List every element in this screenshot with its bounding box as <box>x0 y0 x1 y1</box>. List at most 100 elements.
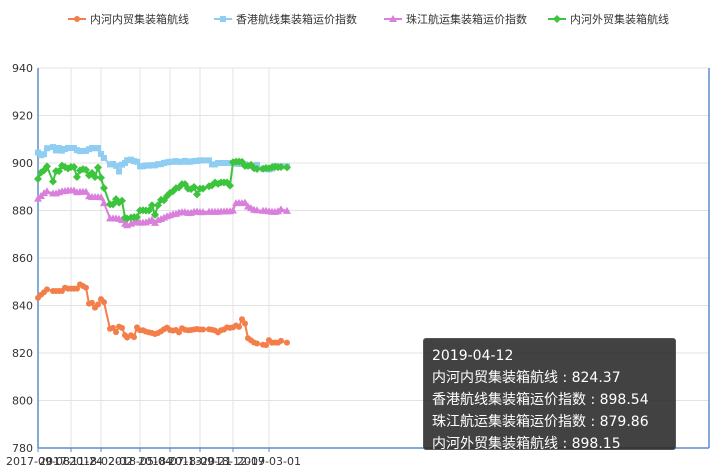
legend-swatch-marker <box>220 16 226 22</box>
tooltip-line-3: 珠江航运集装箱运价指数 : 879.86 <box>432 414 649 430</box>
data-point <box>98 150 104 157</box>
data-point <box>241 198 249 206</box>
y-tick-label: 940 <box>12 62 33 75</box>
data-point <box>49 177 57 186</box>
data-point <box>118 216 126 223</box>
x-tick-label: 2018-12-07 <box>201 455 265 468</box>
tooltip-line-2: 香港航线集装箱运价指数 : 898.54 <box>432 392 649 408</box>
legend-item-3[interactable]: 珠江航运集装箱运价指数 <box>384 12 527 26</box>
data-point <box>131 334 137 341</box>
data-point <box>119 324 125 331</box>
x-tick-label: 2018-02-02 <box>69 455 133 468</box>
data-point <box>91 173 99 182</box>
y-tick-label: 840 <box>12 300 33 313</box>
data-point <box>277 163 285 172</box>
data-point <box>148 201 156 210</box>
data-point <box>97 173 105 182</box>
data-point <box>200 326 206 333</box>
x-tick-label: 2017-11-24 <box>39 455 103 468</box>
data-point <box>43 162 51 171</box>
y-tick-label: 900 <box>12 157 33 170</box>
data-point <box>100 199 108 207</box>
data-point <box>44 145 50 152</box>
legend-swatch-marker <box>74 16 80 22</box>
legend-swatch-marker <box>389 15 397 22</box>
data-point <box>236 323 242 330</box>
data-point <box>229 206 237 214</box>
data-point <box>89 299 95 306</box>
legend-item-2[interactable]: 香港航线集装箱运价指数 <box>214 12 357 26</box>
legend-label: 内河外贸集装箱航线 <box>570 12 669 26</box>
data-point <box>283 163 291 172</box>
series-4 <box>34 157 291 223</box>
data-point <box>263 342 269 349</box>
data-point <box>199 208 207 216</box>
data-point <box>73 173 81 182</box>
y-tick-label: 780 <box>12 442 33 455</box>
legend-label: 内河内贸集装箱航线 <box>90 12 189 26</box>
y-tick-label: 880 <box>12 205 33 218</box>
data-point <box>254 340 260 347</box>
data-point <box>239 316 245 323</box>
data-point <box>41 151 47 158</box>
y-tick-label: 800 <box>12 395 33 408</box>
data-point <box>100 183 108 192</box>
x-tick-label: 2018-05-04 <box>108 455 172 468</box>
legend-item-4[interactable]: 内河外贸集装箱航线 <box>548 12 669 26</box>
data-point <box>134 158 140 165</box>
x-tick-label: 2019-03-01 <box>237 455 301 468</box>
data-point <box>200 157 206 164</box>
data-point <box>109 200 117 209</box>
data-point <box>284 339 290 346</box>
data-point <box>74 285 80 292</box>
data-point <box>118 196 126 205</box>
x-tick-label: 2018-07-13 <box>138 455 202 468</box>
data-point <box>97 193 105 201</box>
data-point <box>95 145 101 152</box>
y-tick-label: 860 <box>12 252 33 265</box>
series-group <box>34 144 291 349</box>
data-point <box>82 165 90 174</box>
data-point <box>151 210 159 219</box>
legend-item-1[interactable]: 内河内贸集装箱航线 <box>68 12 189 26</box>
data-point <box>124 157 131 164</box>
data-point <box>206 157 212 164</box>
data-point <box>83 284 89 291</box>
data-point <box>193 190 201 199</box>
data-point <box>283 206 291 214</box>
legend-label: 香港航线集装箱运价指数 <box>236 12 357 26</box>
legend-swatch-marker <box>553 15 561 23</box>
x-tick-label: 2018-09-21 <box>168 455 232 468</box>
series-3 <box>34 186 291 229</box>
data-point <box>43 187 51 195</box>
tooltip: 2019-04-12 内河内贸集装箱航线 : 824.37 香港航线集装箱运价指… <box>423 338 676 452</box>
x-tick-label: 2017-09-08 <box>6 455 70 468</box>
data-point <box>113 162 119 169</box>
data-point <box>278 337 284 344</box>
data-point <box>95 301 101 308</box>
legend-label: 珠江航运集装箱运价指数 <box>406 12 527 26</box>
data-point <box>70 163 78 172</box>
data-point <box>253 206 261 214</box>
data-point <box>199 184 207 193</box>
data-point <box>133 213 141 222</box>
legend[interactable]: 内河内贸集装箱航线 香港航线集装箱运价指数 珠江航运集装箱运价指数 内河外贸集装箱航线 <box>68 12 669 26</box>
data-point <box>254 161 260 168</box>
series-1 <box>35 281 290 349</box>
data-point <box>145 206 153 215</box>
data-point <box>226 181 234 190</box>
data-point <box>94 163 102 172</box>
data-point <box>110 324 116 331</box>
tooltip-date: 2019-04-12 <box>432 348 514 364</box>
data-point <box>101 155 107 162</box>
data-point <box>253 164 261 173</box>
data-point <box>101 299 107 306</box>
data-point <box>116 168 122 175</box>
data-point <box>277 205 285 213</box>
data-point <box>34 174 42 183</box>
data-point <box>55 167 63 176</box>
data-point <box>44 286 50 293</box>
data-point <box>242 320 248 327</box>
